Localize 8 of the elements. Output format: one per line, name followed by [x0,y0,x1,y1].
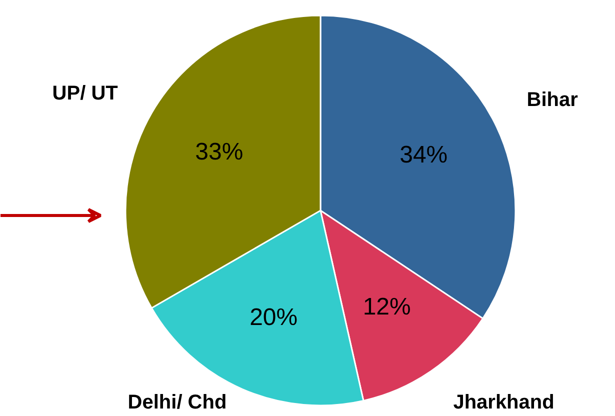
data-label: 34% [400,142,448,169]
data-label: 20% [250,304,298,332]
slice-label: UP/ UT [52,82,118,104]
data-label: 12% [362,293,411,320]
slice-label: Bihar [526,88,578,111]
slice-label: Delhi/ Chd [128,392,227,414]
slice-label: Jharkhand [453,392,554,414]
data-label: 33% [195,138,244,166]
